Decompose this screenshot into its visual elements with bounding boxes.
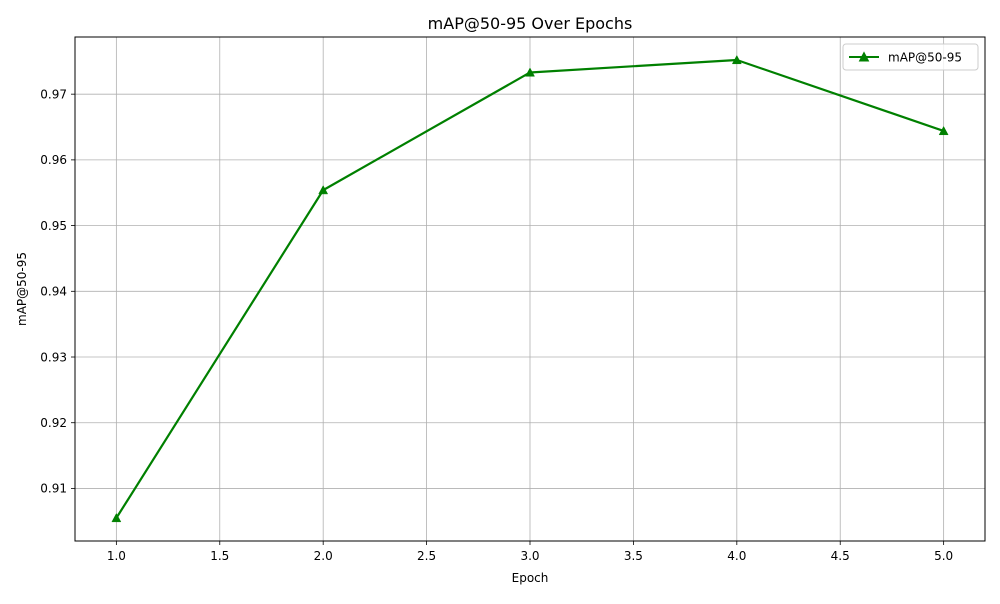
y-tick-label: 0.92 — [40, 416, 67, 430]
y-tick-label: 0.97 — [40, 87, 67, 101]
plot-frame — [74, 36, 986, 542]
data-point-marker — [111, 512, 122, 523]
y-tick-label: 0.95 — [40, 219, 67, 233]
y-tick-label: 0.96 — [40, 153, 67, 167]
x-tick-label: 3.5 — [624, 549, 643, 563]
y-tick-label: 0.93 — [40, 350, 67, 364]
data-point-marker — [525, 67, 535, 77]
data-point-marker — [731, 54, 742, 65]
x-tick-label: 4.0 — [727, 549, 746, 563]
y-tick-label: 0.91 — [40, 482, 67, 496]
legend-label: mAP@50-95 — [888, 51, 962, 65]
x-tick-label: 1.0 — [107, 549, 126, 563]
x-tick-label: 2.0 — [314, 549, 333, 563]
y-tick-label: 0.94 — [40, 285, 67, 299]
x-axis-ticks: 1.0 1.5 2.0 2.5 3.0 3.5 4.0 4.5 5.0 — [107, 541, 953, 563]
y-axis-ticks: 0.91 0.92 0.93 0.94 0.95 0.96 0.97 — [40, 87, 75, 496]
grid-lines — [75, 37, 985, 541]
x-axis-label: Epoch — [512, 571, 549, 585]
legend-box — [842, 43, 979, 71]
x-tick-label: 2.5 — [417, 549, 436, 563]
x-tick-label: 5.0 — [934, 549, 953, 563]
legend-triangle-marker-icon — [858, 51, 870, 62]
chart-title: mAP@50-95 Over Epochs — [428, 14, 633, 33]
y-axis-label: mAP@50-95 — [15, 252, 29, 326]
x-tick-label: 1.5 — [210, 549, 229, 563]
x-tick-label: 4.5 — [831, 549, 850, 563]
data-point-marker — [318, 185, 329, 195]
data-point-marker — [938, 125, 949, 136]
series-layer — [111, 54, 949, 523]
x-tick-label: 3.0 — [520, 549, 539, 563]
legend: mAP@50-95 — [842, 43, 979, 71]
